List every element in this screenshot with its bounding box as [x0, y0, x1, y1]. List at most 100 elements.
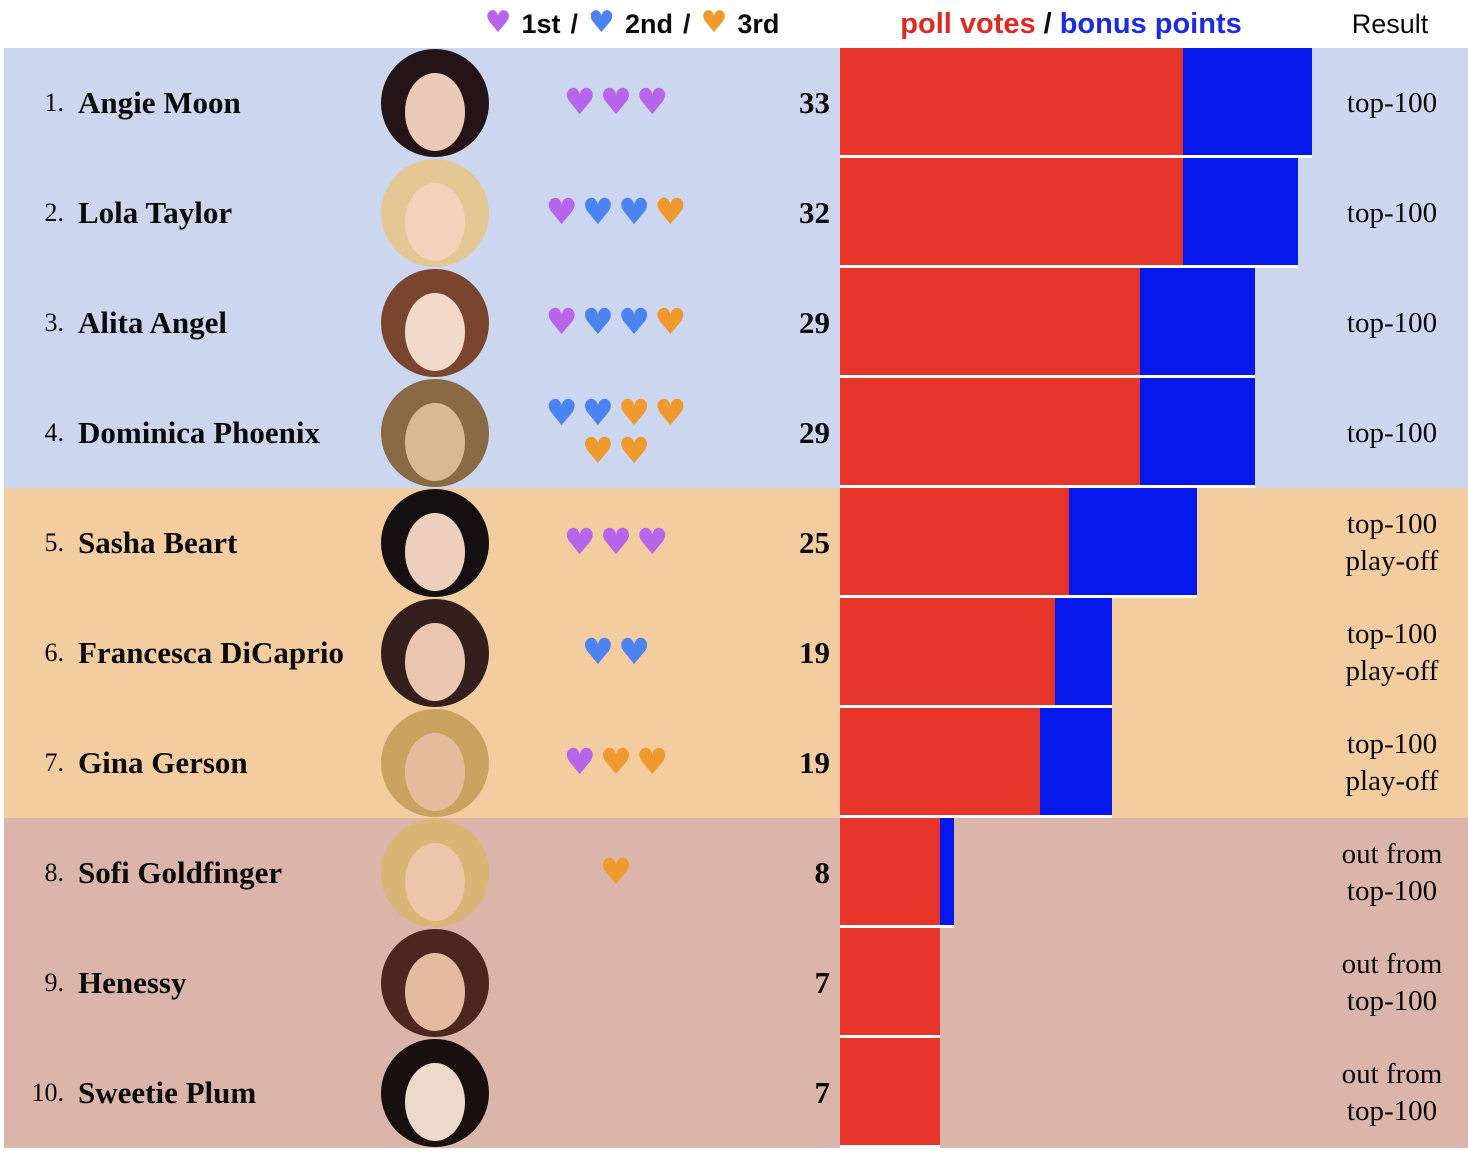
- result-line: play-off: [1345, 545, 1439, 577]
- avatar: [381, 159, 489, 267]
- score-bar: [840, 1038, 941, 1148]
- table-row: 4. Dominica Phoenix ♥ ♥ ♥ ♥ ♥ ♥ 29 top-100: [4, 378, 1468, 488]
- total-score: 29: [799, 415, 830, 450]
- heart-icon: ♥: [654, 302, 687, 343]
- poll-votes-legend: poll votes: [900, 7, 1036, 40]
- total-score: 19: [799, 745, 830, 780]
- avatar: [381, 599, 489, 707]
- result-line: out from: [1341, 1058, 1443, 1090]
- table-row: 10. Sweetie Plum 7 out from top-100: [4, 1038, 1468, 1148]
- heart-icon: ♥: [618, 302, 651, 343]
- heart-icon: ♥: [484, 4, 512, 40]
- bonus-points-bar: [940, 818, 955, 925]
- performer-name: Sofi Goldfinger: [78, 855, 283, 890]
- heart-icon: ♥: [636, 742, 669, 783]
- heart-icon: ♥: [654, 192, 687, 233]
- performer-name: Gina Gerson: [78, 745, 248, 780]
- poll-votes-bar: [840, 378, 1141, 485]
- heart-icon: ♥: [545, 302, 578, 343]
- heart-icon: ♥: [581, 393, 614, 434]
- rank-label: 2.: [44, 198, 65, 227]
- total-score: 33: [799, 85, 830, 120]
- rank-label: 7.: [44, 748, 65, 777]
- total-score: 7: [814, 1075, 831, 1110]
- heart-icon: ♥: [563, 522, 596, 563]
- poll-votes-bar: [840, 48, 1184, 155]
- total-score: 8: [814, 855, 831, 890]
- total-score: 7: [814, 965, 831, 1000]
- heart-icon: ♥: [581, 192, 614, 233]
- legend-heart-3rd: ♥: [700, 7, 727, 40]
- heart-icon: ♥: [599, 522, 633, 563]
- bonus-points-bar: [1068, 488, 1198, 595]
- legend-separator: /: [682, 8, 691, 39]
- heart-icon: ♥: [636, 522, 669, 563]
- rank-label: 3.: [44, 308, 65, 337]
- heart-icon: ♥: [636, 82, 669, 123]
- performer-name: Francesca DiCaprio: [78, 635, 345, 670]
- heart-icon: ♥: [581, 632, 614, 673]
- face-shape: [405, 512, 465, 591]
- heart-icon: ♥: [581, 302, 614, 343]
- performer-name: Dominica Phoenix: [78, 415, 320, 450]
- performer-name: Henessy: [78, 965, 187, 1000]
- heart-icon: ♥: [654, 393, 687, 434]
- heart-icon: ♥: [700, 4, 728, 40]
- placement-hearts: ♥ ♥ ♥: [536, 488, 696, 598]
- score-bar: [840, 928, 941, 1038]
- heart-icon: ♥: [618, 632, 651, 673]
- result-line: top-100: [1346, 86, 1438, 119]
- result-line: top-100: [1346, 306, 1438, 339]
- heart-icon: ♥: [563, 742, 596, 783]
- legend-heart-2nd: ♥: [588, 7, 615, 40]
- face-shape: [405, 182, 465, 261]
- heart-icon: ♥: [545, 393, 578, 434]
- poll-votes-bar: [840, 708, 1041, 815]
- table-row: 5. Sasha Beart ♥ ♥ ♥ 25 top-100 play-off: [4, 488, 1468, 598]
- placement-hearts: [536, 1038, 696, 1148]
- rank-label: 1.: [44, 88, 65, 117]
- result-line: play-off: [1345, 765, 1439, 797]
- result-line: play-off: [1345, 655, 1439, 687]
- poll-votes-bar: [840, 268, 1141, 375]
- legend-label-2nd: 2nd: [624, 8, 673, 39]
- placement-hearts: ♥ ♥ ♥: [536, 48, 696, 158]
- rank-label: 4.: [44, 418, 65, 447]
- bar-legend: poll votes / bonus points: [900, 0, 1241, 48]
- placement-legend: ♥ 1st / ♥ 2nd / ♥ 3rd: [485, 0, 780, 48]
- poll-votes-bar: [840, 488, 1069, 595]
- performer-name: Lola Taylor: [78, 195, 233, 230]
- face-shape: [405, 842, 465, 921]
- table-row: 9. Henessy 7 out from top-100: [4, 928, 1468, 1038]
- face-shape: [405, 72, 465, 151]
- avatar: [381, 379, 489, 487]
- placement-hearts: ♥ ♥ ♥ ♥ ♥ ♥: [536, 378, 696, 488]
- bonus-points-bar: [1054, 598, 1112, 705]
- heart-icon: ♥: [599, 742, 633, 783]
- face-shape: [405, 732, 465, 811]
- score-bar: [840, 158, 1298, 268]
- legend-separator: /: [570, 8, 579, 39]
- table-row: 8. Sofi Goldfinger ♥ 8 out from top-100: [4, 818, 1468, 928]
- legend-label-1st: 1st: [521, 8, 561, 39]
- bonus-points-legend: bonus points: [1059, 7, 1242, 40]
- heart-icon: ♥: [581, 431, 614, 472]
- avatar: [381, 489, 489, 597]
- avatar: [381, 819, 489, 927]
- heart-icon: ♥: [545, 192, 578, 233]
- heart-icon: ♥: [618, 431, 651, 472]
- result-line: top-100: [1346, 875, 1438, 907]
- result-line: top-100: [1346, 416, 1438, 449]
- result-label: top-100: [1312, 268, 1468, 378]
- bonus-points-bar: [1140, 378, 1255, 485]
- total-score: 19: [799, 635, 830, 670]
- placement-hearts: ♥ ♥ ♥ ♥: [536, 158, 696, 268]
- bonus-points-bar: [1140, 268, 1255, 375]
- result-label: out from top-100: [1312, 1038, 1468, 1148]
- result-label: top-100 play-off: [1312, 598, 1468, 708]
- poll-votes-bar: [840, 928, 941, 1035]
- avatar: [381, 1039, 489, 1147]
- result-line: out from: [1341, 838, 1443, 870]
- avatar: [381, 49, 489, 157]
- heart-icon: ♥: [588, 4, 615, 40]
